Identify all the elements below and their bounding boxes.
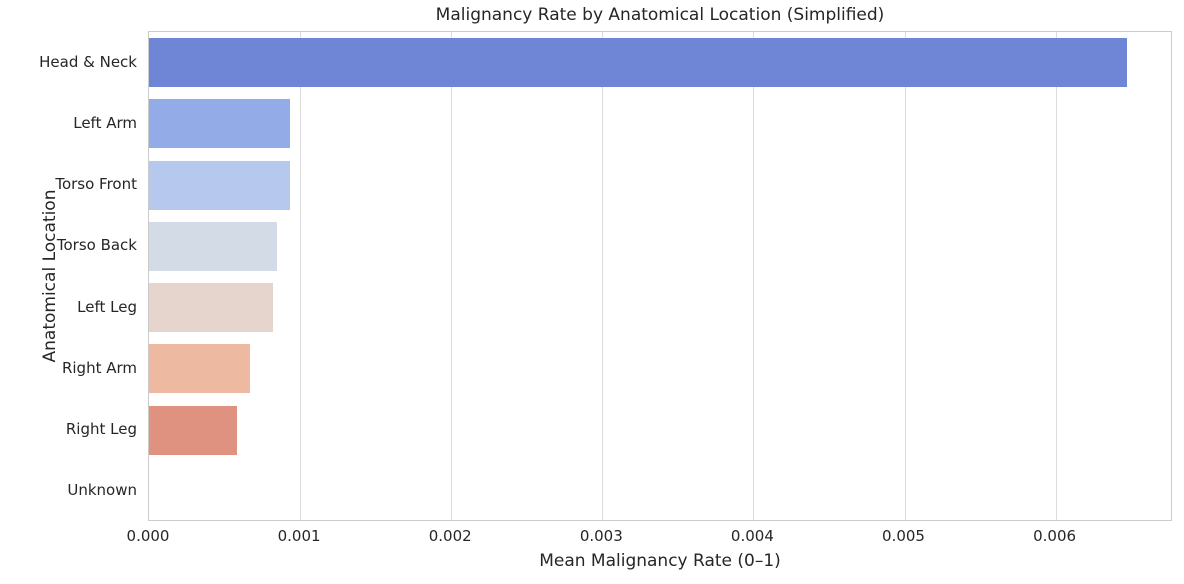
y-tick-label-head-neck: Head & Neck: [39, 52, 137, 71]
bar-right-leg: [149, 405, 237, 455]
y-tick-label-unknown: Unknown: [67, 481, 137, 500]
bar-right-arm: [149, 344, 251, 394]
y-tick-label-left-leg: Left Leg: [77, 297, 137, 316]
gridline-x-0.002: [451, 32, 452, 520]
bar-left-leg: [149, 283, 273, 333]
gridline-x-0.004: [753, 32, 754, 520]
bar-head-neck: [149, 38, 1127, 88]
x-tick-label-0.005: 0.005: [882, 527, 925, 545]
y-tick-label-torso-back: Torso Back: [56, 236, 137, 255]
gridline-x-0.003: [602, 32, 603, 520]
x-tick-label-0.004: 0.004: [730, 527, 774, 545]
chart-title: Malignancy Rate by Anatomical Location (…: [435, 5, 885, 25]
y-tick-label-left-arm: Left Arm: [73, 113, 137, 132]
y-tick-label-torso-front: Torso Front: [55, 175, 137, 194]
gridline-x-0.001: [300, 32, 301, 520]
x-tick-label-0.000: 0.000: [126, 527, 170, 545]
bar-torso-back: [149, 221, 278, 271]
x-tick-label-0.002: 0.002: [428, 527, 472, 545]
y-axis-tick-labels: Head & Neck Left Arm Torso Front Torso Back…: [0, 31, 137, 521]
gridline-x-0.005: [905, 32, 906, 520]
x-tick-label-0.001: 0.001: [277, 527, 321, 545]
bar-left-arm: [149, 99, 290, 149]
x-tick-label-0.003: 0.003: [579, 527, 623, 545]
plot-area: [148, 31, 1172, 521]
gridline-x-0.006: [1056, 32, 1057, 520]
y-tick-label-right-arm: Right Arm: [61, 358, 137, 377]
y-tick-label-right-leg: Right Leg: [65, 420, 137, 439]
x-tick-label-0.006: 0.006: [1033, 527, 1077, 545]
y-axis-title: Anatomical Location: [40, 189, 60, 363]
x-axis-title: Mean Malignancy Rate (0–1): [539, 551, 781, 571]
bar-torso-front: [149, 160, 290, 210]
